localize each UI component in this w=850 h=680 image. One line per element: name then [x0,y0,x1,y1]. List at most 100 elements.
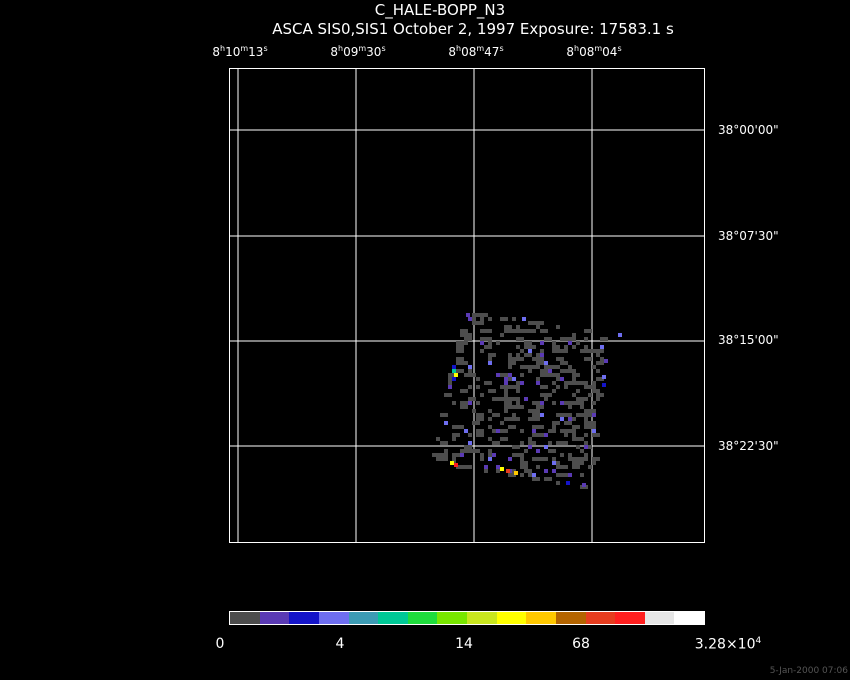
ra-tick-label: 8h09m30s [330,44,386,59]
count-pixel [508,365,512,369]
count-pixel [584,385,592,389]
count-pixel [516,453,524,457]
image-title: C_HALE-BOPP_N3 [374,1,506,19]
count-pixel [584,357,592,361]
count-pixel [568,453,572,457]
count-pixel [520,381,524,385]
count-pixel [596,361,604,365]
dec-tick-label: 38°07'30" [718,229,779,243]
count-pixel [500,429,504,433]
detector-counts [432,313,622,489]
ra-tick-label: 8h08m04s [566,44,622,59]
count-pixel [580,449,584,453]
count-pixel [536,361,544,365]
count-pixel [496,413,500,417]
count-pixel [460,453,464,457]
count-pixel [576,401,584,405]
count-pixel [588,465,592,469]
count-pixel [540,349,544,353]
colorbar-swatch [644,612,675,624]
count-pixel [480,329,484,333]
count-pixel [500,467,504,471]
count-pixel [568,369,576,373]
count-pixel [460,449,468,453]
count-pixel [580,381,588,385]
dec-tick-label: 38°22'30" [718,439,779,453]
count-pixel [520,337,524,341]
count-pixel [496,429,500,433]
count-pixel [520,457,524,461]
count-pixel [448,385,452,389]
count-pixel [452,453,456,457]
count-pixel [456,357,464,361]
count-pixel [548,373,552,377]
count-pixel [472,409,476,413]
count-pixel [508,361,516,365]
count-pixel [572,437,576,441]
count-pixel [584,337,588,341]
count-pixel [468,445,472,449]
count-pixel [544,469,548,473]
count-pixel [584,433,588,437]
count-pixel [552,425,556,429]
count-pixel [536,465,540,469]
count-pixel [468,441,472,445]
count-pixel [448,381,452,385]
count-pixel [516,325,520,329]
count-pixel [452,377,456,381]
count-pixel [528,417,532,421]
colorbar-label: 68 [572,636,590,652]
count-pixel [520,357,524,361]
count-pixel [532,413,540,417]
count-pixel [520,373,524,377]
count-pixel [540,373,548,377]
count-pixel [444,449,448,453]
count-pixel [536,321,544,325]
count-pixel [492,353,496,357]
count-pixel [508,457,512,461]
count-pixel [520,329,528,333]
count-pixel [454,373,458,377]
count-pixel [528,349,532,353]
count-pixel [504,393,508,397]
count-pixel [552,457,556,461]
count-pixel [588,445,592,449]
count-pixel [456,465,464,469]
count-pixel [592,385,596,389]
count-pixel [454,463,458,467]
count-pixel [584,441,588,445]
count-pixel [548,393,552,397]
count-pixel [500,421,504,425]
count-pixel [564,413,572,417]
colorbar-swatch [526,612,556,624]
colorbar-max-label: 3.28×104 [694,636,762,653]
count-pixel [512,413,516,417]
count-pixel [596,393,604,397]
count-pixel [520,349,524,353]
count-pixel [566,481,570,485]
count-pixel [544,393,548,397]
count-pixel [488,437,492,441]
count-pixel [464,361,468,365]
colorbar-swatch [615,612,645,624]
count-pixel [552,421,560,425]
colorbar [229,611,705,625]
count-pixel [452,365,456,369]
count-pixel [484,469,488,473]
count-pixel [456,425,464,429]
count-pixel [576,381,580,385]
count-pixel [524,465,528,469]
sky-image-frame [229,68,705,543]
count-pixel [552,365,560,369]
count-pixel [552,449,556,453]
count-pixel [560,473,568,477]
count-pixel [560,377,564,381]
count-pixel [556,373,560,377]
count-pixel [532,417,540,421]
count-pixel [484,465,488,469]
count-pixel [444,421,448,425]
count-pixel [472,313,480,317]
count-pixel [456,349,464,353]
colorbar-swatch [318,612,349,624]
count-pixel [568,473,572,477]
